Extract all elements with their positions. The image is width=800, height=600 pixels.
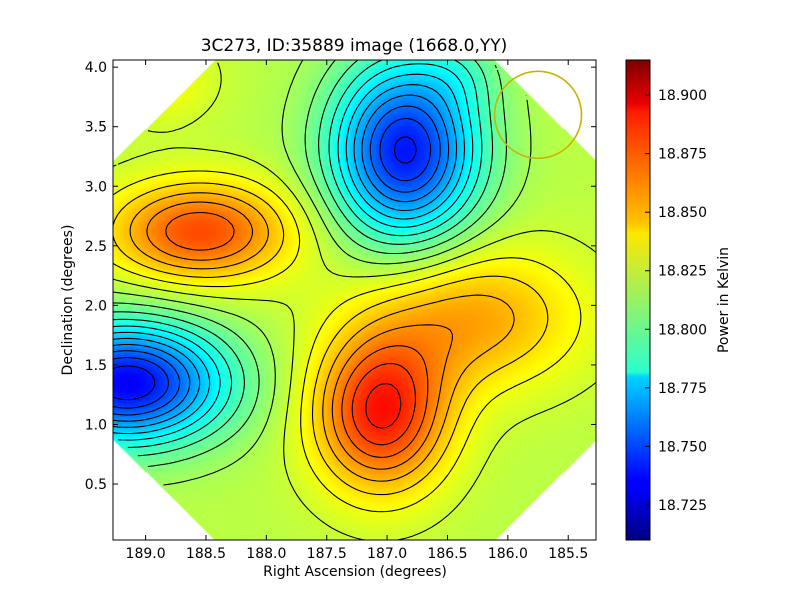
x-tick-label: 189.0	[126, 546, 166, 562]
contour-line	[129, 192, 515, 482]
contour-line	[113, 94, 450, 422]
contour-line	[113, 84, 458, 428]
x-axis-label: Right Ascension (degrees)	[263, 564, 447, 580]
x-tick-label: 187.0	[367, 546, 407, 562]
plot-area: 189.0 188.5 188.0 187.5 187.0 186.5 186.0 185.5…	[85, 59, 597, 562]
contour-lines	[113, 60, 596, 540]
y-tick-label: 2.5	[85, 239, 107, 255]
y-tick-label: 3.0	[85, 179, 107, 195]
heatmap-image	[113, 60, 596, 540]
colorbar-tick-label: 18.750	[658, 439, 707, 455]
contour-line	[146, 201, 454, 470]
contour-line	[113, 73, 466, 435]
contour-line	[113, 60, 507, 468]
colorbar-tick-label: 18.900	[658, 88, 707, 104]
x-tick-label: 186.0	[488, 546, 528, 562]
x-tick-label: 187.5	[307, 546, 347, 562]
contour-line	[113, 105, 441, 416]
colorbar-tick-label: 18.725	[658, 498, 707, 514]
y-tick-label: 3.5	[85, 120, 107, 136]
y-tick-label: 1.0	[85, 417, 107, 433]
colorbar-tick-label: 18.800	[658, 322, 707, 338]
colorbar: 18.725 18.750 18.775 18.800 18.825 18.850 18.8…	[625, 59, 732, 541]
y-axis-label: Declination (degrees)	[60, 225, 76, 376]
y-tick-label: 0.5	[85, 477, 107, 493]
colorbar-label: Power in Kelvin	[716, 247, 732, 353]
x-axis-ticks: 189.0 188.5 188.0 187.5 187.0 186.5 186.0 185.5	[126, 60, 588, 562]
plot-frame	[112, 59, 597, 541]
colorbar-tick-label: 18.875	[658, 147, 707, 163]
y-tick-label: 4.0	[85, 60, 107, 76]
y-axis-ticks: 0.5 1.0 1.5 2.0 2.5 3.0 3.5 4.0	[85, 60, 596, 493]
contour-line	[113, 170, 582, 513]
contour-line	[113, 60, 483, 448]
x-tick-label: 188.5	[186, 546, 226, 562]
y-tick-label: 2.0	[85, 298, 107, 314]
beam-circle	[493, 70, 583, 160]
colorbar-gradient	[625, 59, 651, 541]
contour-line	[113, 60, 532, 486]
colorbar-tick-label: 18.850	[658, 205, 707, 221]
chart-title: 3C273, ID:35889 image (1668.0,YY)	[201, 36, 508, 56]
colorbar-ticks: 18.725 18.750 18.775 18.800 18.825 18.850 18.8…	[645, 88, 707, 514]
contour-line	[113, 136, 417, 401]
contour-line	[365, 383, 402, 429]
x-tick-label: 186.5	[427, 546, 467, 562]
contour-line	[165, 212, 429, 458]
contour-line	[113, 60, 494, 457]
colorbar-tick-label: 18.825	[658, 264, 707, 280]
x-tick-label: 188.0	[246, 546, 286, 562]
contour-line	[113, 117, 432, 409]
x-tick-label: 185.5	[548, 546, 588, 562]
colorbar-tick-label: 18.775	[658, 381, 707, 397]
contour-line	[351, 362, 416, 446]
contour-line	[113, 63, 474, 441]
contour-line	[113, 182, 549, 496]
y-tick-label: 1.5	[85, 358, 107, 374]
contour-line	[113, 62, 596, 540]
